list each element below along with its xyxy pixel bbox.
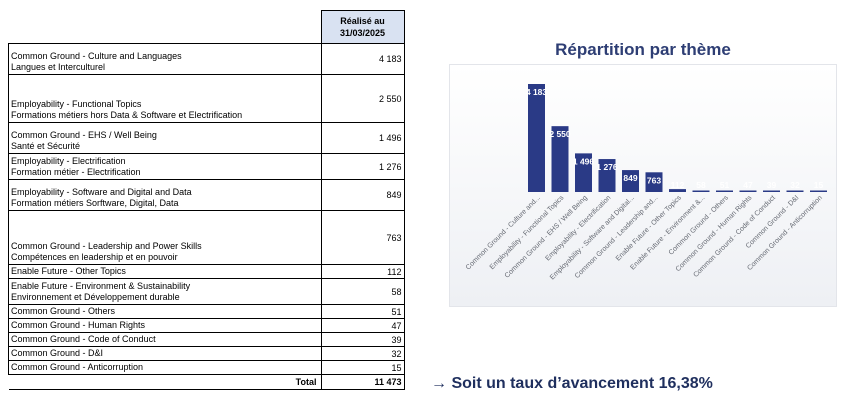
row-label: Common Ground - Human Rights	[8, 318, 322, 333]
bar	[786, 190, 804, 192]
bar	[692, 190, 710, 192]
row-theme: Common Ground - Culture and Languages	[11, 51, 182, 61]
row-description: Formation métier - Electrification	[11, 167, 141, 177]
category-tick-label: Common Ground - Leadership and...	[574, 194, 660, 280]
row-value: 15	[320, 360, 405, 375]
bar-data-label: 2 550	[549, 129, 571, 139]
bar-data-label: 4 183	[526, 87, 548, 97]
bar	[669, 189, 686, 192]
total-row: Total 11 473	[8, 374, 405, 390]
row-label: Common Ground - Culture and Languages Lan…	[8, 43, 322, 75]
row-label: Employability - Functional Topics Formati…	[8, 74, 322, 123]
bar	[598, 159, 616, 192]
row-value: 4 183	[320, 43, 405, 75]
bar-data-label: 51	[720, 180, 730, 190]
row-value: 51	[320, 304, 405, 319]
row-theme: Enable Future - Other Topics	[11, 266, 126, 276]
row-label: Employability - Electrification Formation…	[8, 153, 322, 180]
bar	[763, 190, 780, 192]
bar-data-label: 1 496	[573, 156, 595, 166]
total-label: Total	[8, 374, 322, 390]
row-label: Common Ground - EHS / Well Being Santé et…	[8, 122, 322, 154]
row-theme: Common Ground - D&I	[11, 348, 104, 358]
bar	[551, 126, 569, 192]
table-row: Enable Future - Environment & Sustainabi…	[8, 278, 405, 305]
bar	[810, 190, 827, 192]
row-value: 32	[320, 346, 405, 361]
row-value: 849	[320, 179, 405, 211]
category-tick-label: Employability - Software and Digital...	[549, 194, 636, 281]
row-theme: Common Ground - Leadership and Power Ski…	[11, 241, 202, 251]
bar-data-label: 39	[767, 180, 777, 190]
table-body: Common Ground - Culture and Languages Lan…	[8, 43, 405, 390]
row-value: 2 550	[320, 74, 405, 123]
table-row: Common Ground - Anticorruption 15	[8, 360, 405, 375]
table-row: Common Ground - Code of Conduct 39	[8, 332, 405, 347]
row-description: Compétences en leadership et en pouvoir	[11, 252, 178, 262]
row-label: Enable Future - Environment & Sustainabi…	[8, 278, 322, 305]
row-label: Common Ground - Anticorruption	[8, 360, 322, 375]
row-theme: Common Ground - Anticorruption	[11, 362, 144, 372]
table-header-label: Réalisé au 31/03/2025	[339, 16, 386, 38]
row-label: Common Ground - Code of Conduct	[8, 332, 322, 347]
table-row: Employability - Electrification Formation…	[8, 153, 405, 180]
bar-data-label: 32	[790, 180, 800, 190]
row-value: 58	[320, 278, 405, 305]
row-value: 763	[320, 210, 405, 265]
table-row: Common Ground - Human Rights 47	[8, 318, 405, 333]
table-row: Common Ground - Culture and Languages Lan…	[8, 43, 405, 75]
row-value: 112	[320, 264, 405, 279]
row-value: 47	[320, 318, 405, 333]
row-label: Common Ground - Leadership and Power Ski…	[8, 210, 322, 265]
table-row: Common Ground - D&I 32	[8, 346, 405, 361]
row-value: 1 276	[320, 153, 405, 180]
row-theme: Employability - Functional Topics	[11, 99, 142, 109]
table-header-empty	[9, 11, 322, 44]
table-row: Employability - Software and Digital and…	[8, 179, 405, 211]
table-row: Common Ground - Others 51	[8, 304, 405, 319]
progress-note: → Soit un taux d’avancement 16,38%	[431, 375, 713, 392]
chart-area: 4 183 Common Ground - Culture and... 2 550…	[449, 64, 837, 307]
bar	[716, 190, 733, 192]
chart-title: Répartition par thème	[555, 40, 731, 59]
row-theme: Common Ground - Others	[11, 306, 116, 316]
row-description: Formation métiers Sorftware, Digital, Da…	[11, 198, 179, 208]
bar-data-label: 1 276	[596, 162, 618, 172]
bar	[739, 190, 757, 192]
training-table: Réalisé au 31/03/2025 Common Ground - Cu…	[8, 10, 405, 390]
row-label: Employability - Software and Digital and…	[8, 179, 322, 211]
row-description: Santé et Sécurité	[11, 141, 81, 151]
row-description: Environnement et Développement durable	[11, 292, 180, 302]
bar-data-label: 47	[743, 180, 753, 190]
bar-data-label: 15	[814, 180, 824, 190]
bar-data-label: 112	[671, 180, 685, 190]
row-value: 39	[320, 332, 405, 347]
row-theme: Common Ground - Code of Conduct	[11, 334, 156, 344]
table-row: Enable Future - Other Topics 112	[8, 264, 405, 279]
bar	[645, 172, 663, 192]
bar	[528, 84, 545, 192]
row-description: Formations métiers hors Data & Software …	[11, 110, 243, 120]
row-theme: Enable Future - Environment & Sustainabi…	[11, 281, 191, 291]
row-theme: Common Ground - Human Rights	[11, 320, 146, 330]
total-value: 11 473	[320, 374, 405, 390]
bar-data-label: 58	[696, 180, 706, 190]
row-description: Langues et Interculturel	[11, 62, 106, 72]
row-value: 1 496	[320, 122, 405, 154]
row-label: Common Ground - Others	[8, 304, 322, 319]
bar-data-label: 849	[623, 173, 637, 183]
table-row: Common Ground - Leadership and Power Ski…	[8, 210, 405, 265]
row-label: Enable Future - Other Topics	[8, 264, 322, 279]
row-label: Common Ground - D&I	[8, 346, 322, 361]
row-theme: Common Ground - EHS / Well Being	[11, 130, 157, 140]
table-row: Employability - Functional Topics Formati…	[8, 74, 405, 123]
table-row: Common Ground - EHS / Well Being Santé et…	[8, 122, 405, 154]
row-theme: Employability - Electrification	[11, 156, 126, 166]
bar-data-label: 763	[647, 175, 661, 185]
bar	[575, 153, 592, 192]
table-header-realise: Réalisé au 31/03/2025	[320, 10, 405, 44]
bar	[622, 170, 639, 192]
row-theme: Employability - Software and Digital and…	[11, 187, 192, 197]
